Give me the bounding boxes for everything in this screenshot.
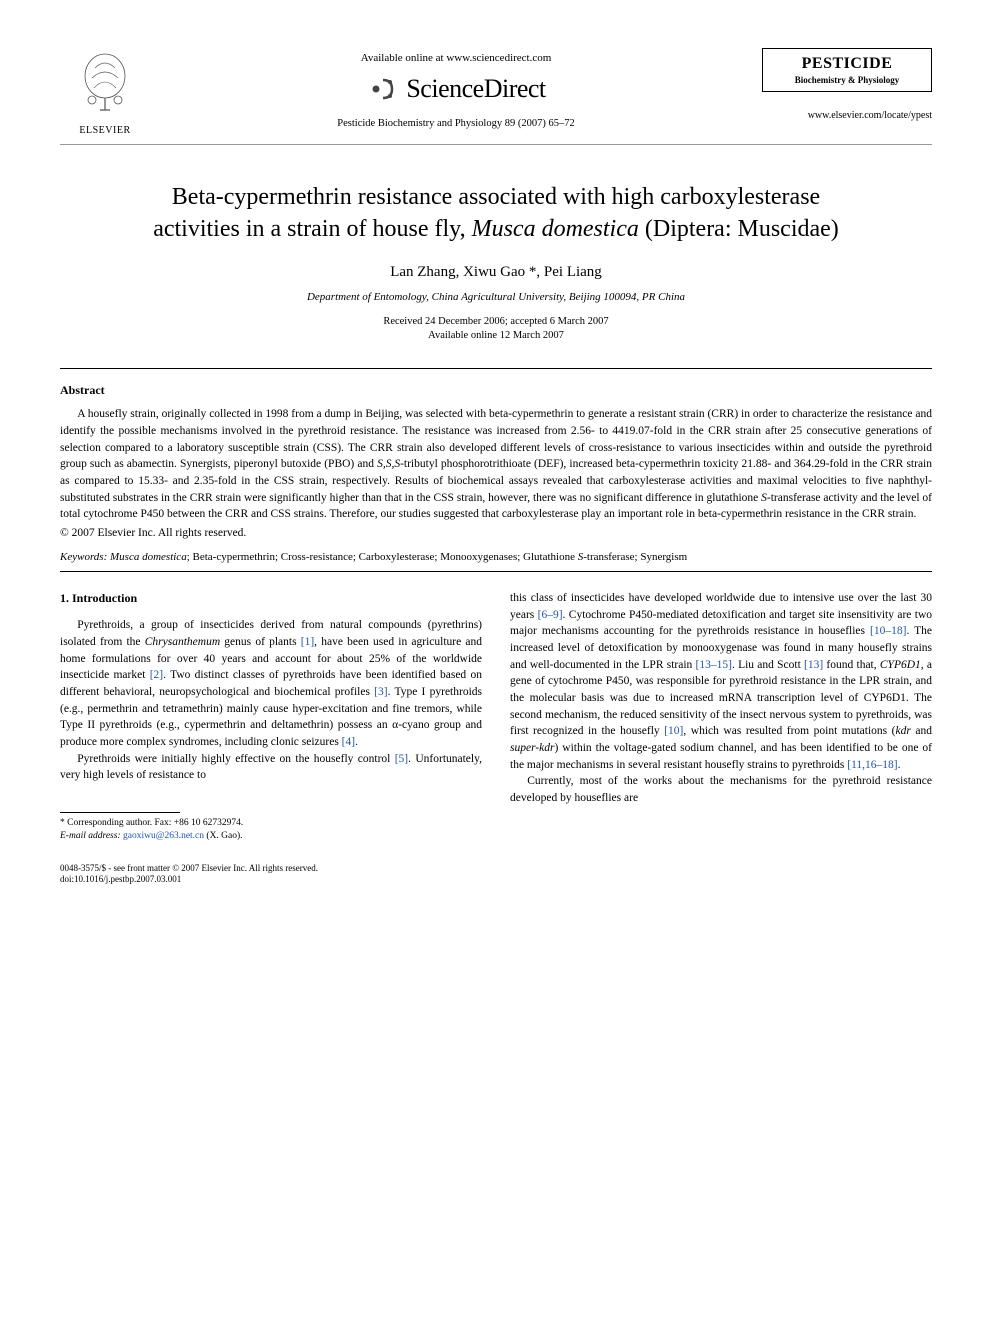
ref-link[interactable]: [13] [804,659,823,671]
ref-link[interactable]: [11,16–18] [847,759,897,771]
ref-link[interactable]: [3] [374,686,387,698]
header-row: ELSEVIER Available online at www.science… [60,48,932,136]
elsevier-publisher-block: ELSEVIER [60,48,150,136]
ref-link[interactable]: [1] [301,636,314,648]
corresponding-author: * Corresponding author. Fax: +86 10 6273… [60,817,482,830]
abstract-copyright: © 2007 Elsevier Inc. All rights reserved… [60,527,932,539]
col2-p1: this class of insecticides have develope… [510,590,932,773]
journal-box-subtitle: Biochemistry & Physiology [773,75,921,85]
ref-link[interactable]: [10] [664,725,683,737]
footnote-block: * Corresponding author. Fax: +86 10 6273… [60,817,482,843]
received-date: Received 24 December 2006; accepted 6 Ma… [383,316,608,327]
col2-p2: Currently, most of the works about the m… [510,773,932,806]
ref-link[interactable]: [10–18] [870,625,906,637]
keywords: Keywords: Musca domestica; Beta-cypermet… [60,551,932,563]
article-title: Beta-cypermethrin resistance associated … [80,181,912,246]
journal-box: PESTICIDE Biochemistry & Physiology [762,48,932,92]
ref-link[interactable]: [5] [395,753,408,765]
header-center: Available online at www.sciencedirect.co… [150,48,762,129]
left-column: 1. Introduction Pyrethroids, a group of … [60,590,482,843]
abstract-italic1: S,S,S [377,458,400,470]
authors: Lan Zhang, Xiwu Gao *, Pei Liang [60,264,932,281]
ref-link[interactable]: [13–15] [696,659,732,671]
affiliation: Department of Entomology, China Agricult… [60,291,932,303]
abstract-heading: Abstract [60,383,932,398]
title-species: Musca domestica [472,216,639,242]
elsevier-label: ELSEVIER [60,125,150,136]
keywords-species: Musca domestica [110,551,187,563]
title-line1: Beta-cypermethrin resistance associated … [172,184,820,210]
sciencedirect-icon [366,72,400,106]
abstract-top-rule [60,368,932,369]
footer-doi: doi:10.1016/j.pestbp.2007.03.001 [60,874,932,886]
sciencedirect-text: ScienceDirect [406,74,545,104]
journal-box-title: PESTICIDE [773,55,921,73]
available-date: Available online 12 March 2007 [428,330,564,341]
email-line: E-mail address: gaoxiwu@263.net.cn (X. G… [60,830,482,843]
article-dates: Received 24 December 2006; accepted 6 Ma… [60,315,932,344]
email-link[interactable]: gaoxiwu@263.net.cn [123,831,204,841]
abstract-bottom-rule [60,571,932,572]
intro-heading: 1. Introduction [60,590,482,607]
abstract-body: A housefly strain, originally collected … [60,406,932,523]
keywords-label: Keywords: [60,551,110,563]
ref-link[interactable]: [4] [342,736,355,748]
sciencedirect-row: ScienceDirect [150,72,762,106]
title-line2-post: (Diptera: Muscidae) [639,216,839,242]
keywords-rest: ; Beta-cypermethrin; Cross-resistance; C… [187,551,578,563]
elsevier-tree-icon [70,48,140,118]
body-columns: 1. Introduction Pyrethroids, a group of … [60,590,932,843]
paper-page: ELSEVIER Available online at www.science… [0,0,992,926]
header-rule [60,144,932,145]
keywords-rest2: -transferase; Synergism [583,551,687,563]
ref-link[interactable]: [6–9] [538,609,563,621]
journal-reference: Pesticide Biochemistry and Physiology 89… [150,118,762,129]
right-column: this class of insecticides have develope… [510,590,932,843]
title-line2-pre: activities in a strain of house fly, [153,216,471,242]
footnote-rule [60,812,180,813]
available-online-text: Available online at www.sciencedirect.co… [150,52,762,64]
ref-link[interactable]: [2] [150,669,163,681]
journal-url: www.elsevier.com/locate/ypest [762,110,932,121]
intro-p2: Pyrethroids were initially highly effect… [60,751,482,784]
intro-p1: Pyrethroids, a group of insecticides der… [60,617,482,750]
footer-block: 0048-3575/$ - see front matter © 2007 El… [60,863,932,886]
email-post: (X. Gao). [204,831,243,841]
footer-line1: 0048-3575/$ - see front matter © 2007 El… [60,863,932,875]
email-label: E-mail address: [60,831,123,841]
header-right: PESTICIDE Biochemistry & Physiology www.… [762,48,932,121]
